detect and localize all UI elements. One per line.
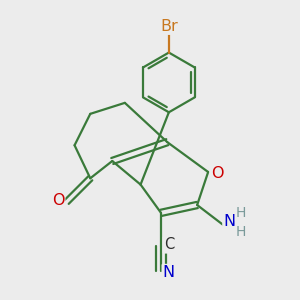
Text: N: N [163, 265, 175, 280]
Text: N: N [224, 214, 236, 229]
Text: Br: Br [160, 19, 178, 34]
Text: H: H [236, 225, 246, 239]
Text: O: O [211, 166, 223, 181]
Text: O: O [52, 193, 64, 208]
Text: C: C [164, 237, 174, 252]
Text: H: H [236, 206, 246, 220]
